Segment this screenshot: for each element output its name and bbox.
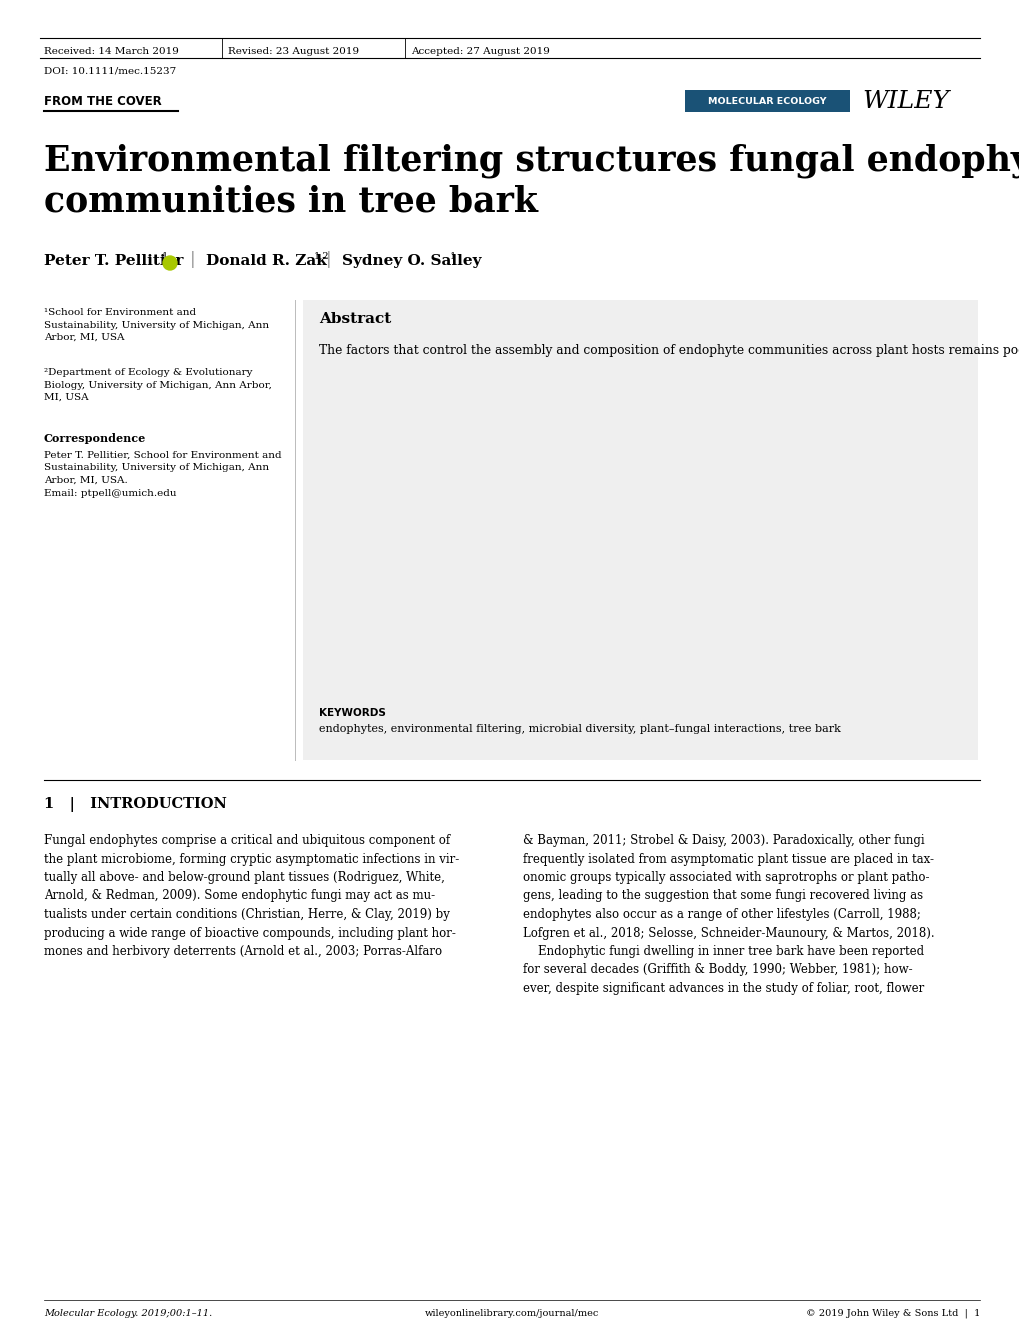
Circle shape <box>163 256 177 269</box>
Text: communities in tree bark: communities in tree bark <box>44 184 537 218</box>
Text: endophytes, environmental filtering, microbial diversity, plant–fungal interacti: endophytes, environmental filtering, mic… <box>319 724 840 734</box>
Text: Molecular Ecology. 2019;00:1–11.: Molecular Ecology. 2019;00:1–11. <box>44 1309 212 1319</box>
Text: |: | <box>326 251 331 268</box>
FancyBboxPatch shape <box>685 90 849 113</box>
Text: wileyonlinelibrary.com/journal/mec: wileyonlinelibrary.com/journal/mec <box>424 1309 598 1319</box>
Text: 1,2: 1,2 <box>314 252 329 261</box>
Text: ¹School for Environment and
Sustainability, University of Michigan, Ann
Arbor, M: ¹School for Environment and Sustainabili… <box>44 308 269 342</box>
FancyBboxPatch shape <box>303 300 977 760</box>
Text: 1: 1 <box>449 252 455 261</box>
Text: Received: 14 March 2019: Received: 14 March 2019 <box>44 47 178 56</box>
Text: iD: iD <box>166 260 173 265</box>
Text: 1: 1 <box>162 252 168 261</box>
Text: Peter T. Pellitier, School for Environment and
Sustainability, University of Mic: Peter T. Pellitier, School for Environme… <box>44 452 281 497</box>
Text: Peter T. Pellitier: Peter T. Pellitier <box>44 255 183 268</box>
Text: & Bayman, 2011; Strobel & Daisy, 2003). Paradoxically, other fungi
frequently is: & Bayman, 2011; Strobel & Daisy, 2003). … <box>523 833 933 996</box>
Text: Sydney O. Salley: Sydney O. Salley <box>341 255 481 268</box>
Text: Donald R. Zak: Donald R. Zak <box>206 255 326 268</box>
Text: DOI: 10.1111/mec.15237: DOI: 10.1111/mec.15237 <box>44 67 176 76</box>
Text: Environmental filtering structures fungal endophyte: Environmental filtering structures funga… <box>44 143 1019 178</box>
Text: The factors that control the assembly and composition of endophyte communities a: The factors that control the assembly an… <box>319 344 1019 356</box>
Text: MOLECULAR ECOLOGY: MOLECULAR ECOLOGY <box>707 96 826 106</box>
Text: ²Department of Ecology & Evolutionary
Biology, University of Michigan, Ann Arbor: ²Department of Ecology & Evolutionary Bi… <box>44 369 272 402</box>
Text: Correspondence: Correspondence <box>44 433 146 444</box>
Text: WILEY: WILEY <box>861 90 948 113</box>
Text: 1   |   INTRODUCTION: 1 | INTRODUCTION <box>44 797 226 812</box>
Text: |: | <box>190 251 196 268</box>
Text: Revised: 23 August 2019: Revised: 23 August 2019 <box>228 47 359 56</box>
Text: FROM THE COVER: FROM THE COVER <box>44 95 162 109</box>
Text: KEYWORDS: KEYWORDS <box>319 708 385 718</box>
Text: Abstract: Abstract <box>319 312 391 326</box>
Text: © 2019 John Wiley & Sons Ltd  |  1: © 2019 John Wiley & Sons Ltd | 1 <box>805 1308 979 1319</box>
Text: Fungal endophytes comprise a critical and ubiquitous component of
the plant micr: Fungal endophytes comprise a critical an… <box>44 833 459 958</box>
Text: Accepted: 27 August 2019: Accepted: 27 August 2019 <box>411 47 549 56</box>
